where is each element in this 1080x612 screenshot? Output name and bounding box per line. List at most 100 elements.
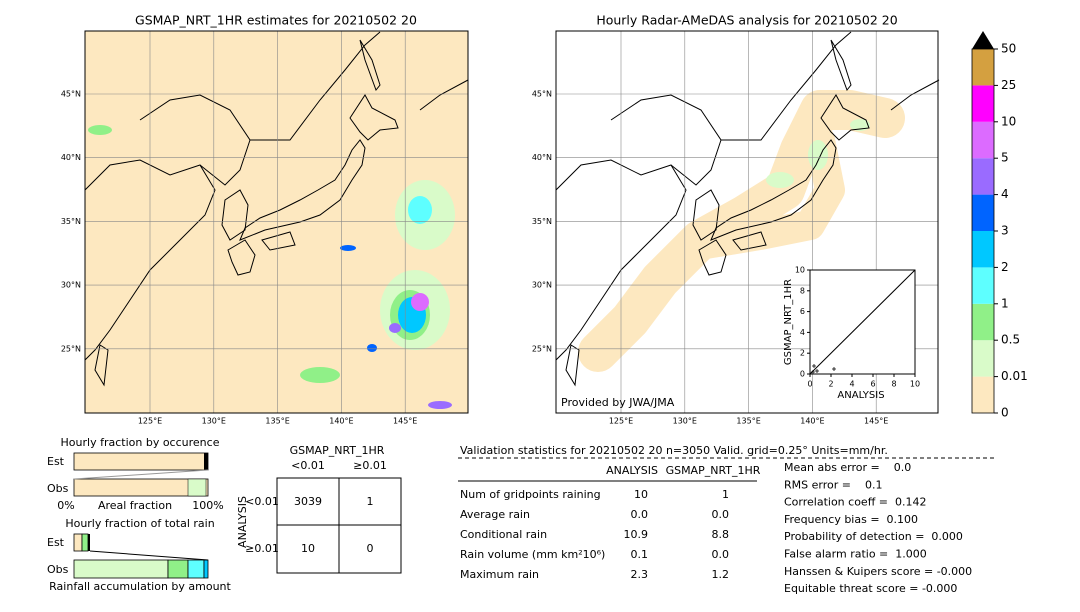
colorbar-segment (972, 340, 994, 377)
lon-label: 130°E (673, 417, 697, 426)
row-header: ≥0.01 (245, 542, 279, 555)
fraction-bar (187, 478, 207, 497)
score: Equitable threat score = -0.000 (784, 582, 957, 595)
row-label: Obs (47, 563, 69, 576)
fraction-bar (73, 452, 209, 471)
inset-ylabel: GSMAP_NRT_1HR (783, 279, 794, 365)
lon-label: 135°E (736, 417, 760, 426)
lat-label: 35°N (532, 217, 552, 226)
fraction-bar (88, 534, 90, 551)
row-value: 2.3 (631, 568, 649, 581)
lon-label: 135°E (265, 417, 289, 426)
fraction-title: Hourly fraction by occurence (61, 436, 220, 449)
fraction-bar (81, 533, 89, 552)
row-value: 0.0 (712, 548, 730, 561)
colorbar: 0 0.01 0.5 1 2 3 4 5 10 25 50 (971, 31, 1028, 420)
y-tick-label: 10 (795, 266, 805, 275)
colorbar-segment (972, 376, 994, 413)
colorbar-label: 4 (1001, 187, 1009, 201)
lat-label: 30°N (61, 281, 81, 290)
colorbar-segment (972, 85, 994, 122)
colorbar-label: 5 (1001, 151, 1009, 165)
credit: Provided by JWA/JMA (561, 396, 675, 409)
scores: Mean abs error = 0.0 RMS error = 0.1 Corre… (784, 461, 972, 595)
fraction-bar (73, 478, 209, 497)
cell: 0 (367, 542, 374, 555)
fraction-bar (167, 559, 189, 579)
lat-label: 25°N (61, 344, 81, 353)
colorbar-segment (972, 49, 994, 86)
table-title: GSMAP_NRT_1HR (290, 444, 385, 457)
colorbar-segment (972, 267, 994, 304)
colorbar-label: 0.01 (1001, 369, 1028, 383)
colorbar-label: 0.5 (1001, 333, 1020, 347)
x-tick-label: 8 (891, 380, 896, 389)
colorbar-segment (972, 158, 994, 195)
colorbar-label: 10 (1001, 114, 1016, 128)
axis-label: Areal fraction (98, 499, 172, 512)
row-label: Average rain (460, 508, 530, 521)
axis-label: 0% (57, 499, 74, 512)
lon-label: 130°E (202, 417, 226, 426)
score: Mean abs error = 0.0 (784, 461, 911, 474)
lon-label: 125°E (138, 417, 162, 426)
cell: 3039 (294, 495, 322, 508)
row-value: 8.8 (712, 528, 730, 541)
y-tick-label: 6 (800, 307, 805, 316)
map-frame (555, 30, 939, 414)
validation-rows: Num of gridpoints raining 10 1 Average rain… (460, 488, 729, 581)
x-tick-label: 6 (870, 380, 875, 389)
map-frame (84, 30, 469, 414)
row-value: 0.0 (631, 508, 649, 521)
row-value: 10.9 (624, 528, 649, 541)
map-title: GSMAP_NRT_1HR estimates for 20210502 20 (135, 13, 417, 28)
col-header: GSMAP_NRT_1HR (666, 464, 761, 477)
fraction-bar (204, 453, 208, 470)
validation-header: Validation statistics for 20210502 20 n=… (460, 444, 888, 457)
lon-label: 140°E (800, 417, 824, 426)
colorbar-segment (972, 194, 994, 231)
colorbar-label: 50 (1001, 42, 1016, 56)
cell: 10 (301, 542, 315, 555)
fraction-bar (73, 559, 169, 579)
x-tick-label: 4 (849, 380, 854, 389)
axis-label: 100% (192, 499, 223, 512)
colorbar-arrow (972, 31, 994, 49)
x-tick-label: 0 (807, 380, 812, 389)
fraction-footer: Rainfall accumulation by amount (49, 580, 231, 593)
col-header: <0.01 (291, 459, 325, 472)
fraction-bar (203, 559, 209, 579)
row-title: ANALYSIS (236, 496, 249, 548)
lon-label: 145°E (864, 417, 888, 426)
row-label: Maximum rain (460, 568, 539, 581)
lon-label: 125°E (609, 417, 633, 426)
colorbar-label: 0 (1001, 406, 1009, 420)
colorbar-label: 2 (1001, 260, 1009, 274)
row-label: Num of gridpoints raining (460, 488, 601, 501)
lat-label: 30°N (532, 281, 552, 290)
cell: 1 (367, 495, 374, 508)
lat-label: 45°N (532, 90, 552, 99)
lon-label: 140°E (329, 417, 353, 426)
inset-xlabel: ANALYSIS (837, 390, 884, 401)
lon-label: 145°E (393, 417, 417, 426)
row-label: Est (47, 455, 65, 468)
row-label: Est (47, 536, 65, 549)
score: Probability of detection = 0.000 (784, 530, 963, 543)
colorbar-label: 1 (1001, 296, 1009, 310)
score: Hanssen & Kuipers score = -0.000 (784, 565, 972, 578)
col-header: ANALYSIS (606, 464, 658, 477)
score: Correlation coeff = 0.142 (784, 496, 926, 509)
diagonal (809, 269, 916, 375)
row-value: 0.0 (712, 508, 730, 521)
score: Frequency bias = 0.100 (784, 513, 918, 526)
row-value: 1 (722, 488, 729, 501)
y-tick-label: 4 (800, 328, 805, 337)
score: RMS error = 0.1 (784, 478, 882, 491)
lat-label: 35°N (61, 217, 81, 226)
x-tick-label: 10 (910, 380, 920, 389)
lat-label: 40°N (532, 153, 552, 162)
row-label: Rain volume (mm km²10⁶) (460, 548, 605, 561)
lat-label: 25°N (532, 344, 552, 353)
